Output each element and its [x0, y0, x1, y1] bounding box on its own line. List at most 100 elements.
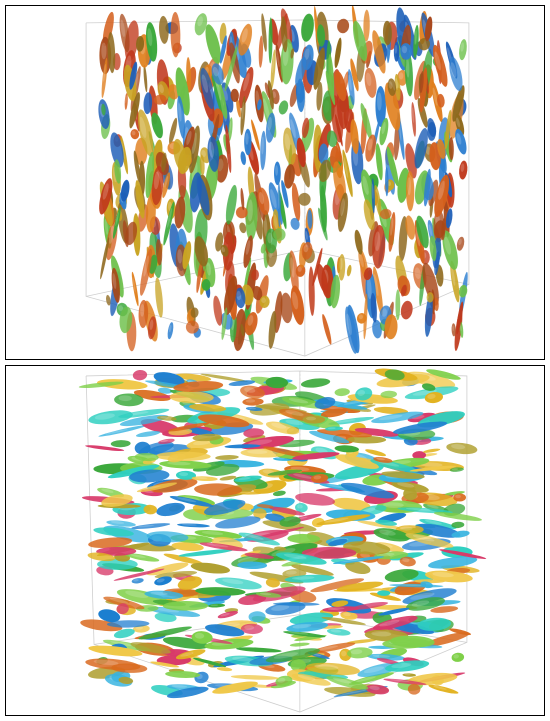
- vortex-highlight: [366, 277, 372, 300]
- vortex-highlight: [453, 654, 459, 659]
- vortex-highlight: [346, 313, 352, 335]
- vortex-blob: [107, 464, 160, 479]
- vortex-highlight: [109, 597, 129, 604]
- vortex-highlight: [267, 232, 273, 244]
- vortex-blob: [320, 408, 347, 418]
- vortex-blob: [334, 37, 342, 68]
- vortex-highlight: [285, 409, 304, 416]
- vortex-highlight: [427, 504, 439, 509]
- vortex-blob: [384, 314, 398, 340]
- vortex-blob: [251, 119, 260, 151]
- vortex-blob: [119, 414, 169, 427]
- vortex-blob: [291, 564, 334, 576]
- vortex-highlight: [411, 107, 415, 123]
- vortex-blob: [321, 616, 366, 625]
- vortex-blob: [252, 285, 263, 301]
- vortex-blob: [239, 222, 247, 234]
- vortex-blob: [384, 82, 401, 131]
- vortex-blob: [292, 452, 340, 460]
- vortex-blob: [369, 592, 402, 601]
- vortex-blob: [233, 308, 246, 352]
- vortex-blob: [289, 612, 334, 625]
- vortex-blob: [256, 504, 274, 509]
- vortex-blob: [382, 20, 392, 45]
- vortex-blob: [445, 208, 453, 229]
- vortex-blob: [129, 469, 170, 483]
- vortex-highlight: [318, 645, 339, 651]
- vortex-highlight: [261, 136, 264, 155]
- vortex-highlight: [332, 677, 352, 684]
- vortex-blob: [211, 73, 223, 117]
- vortex-blob: [426, 369, 461, 380]
- vortex-blob: [135, 430, 161, 438]
- vortex-blob: [106, 620, 150, 628]
- vortex-highlight: [326, 484, 347, 489]
- vortex-blob: [114, 159, 122, 184]
- vortex-blob: [96, 379, 148, 390]
- vortex-highlight: [137, 524, 155, 528]
- vortex-highlight: [247, 315, 254, 326]
- vortex-blob: [273, 228, 286, 241]
- vortex-blob: [422, 262, 439, 306]
- vortex-blob: [332, 497, 371, 511]
- vortex-blob: [183, 426, 216, 437]
- vortex-blob: [354, 229, 363, 255]
- vortex-blob: [313, 47, 325, 90]
- vortex-highlight: [125, 95, 127, 104]
- vortex-highlight: [283, 553, 307, 560]
- vortex-blob: [326, 130, 338, 147]
- vortex-blob: [309, 430, 350, 444]
- vortex-highlight: [259, 592, 272, 596]
- vortex-highlight: [388, 81, 393, 89]
- vortex-blob: [284, 164, 295, 189]
- vortex-blob: [194, 236, 209, 267]
- vortex-highlight: [222, 87, 228, 101]
- vortex-highlight: [191, 132, 197, 154]
- vortex-blob: [374, 185, 382, 217]
- vortex-blob: [93, 527, 134, 537]
- vortex-blob: [185, 320, 199, 334]
- vortex-highlight: [275, 165, 279, 176]
- vortex-blob: [113, 568, 165, 581]
- vortex-highlight: [168, 324, 172, 333]
- vortex-blob: [215, 232, 224, 252]
- vortex-highlight: [390, 679, 410, 683]
- vortex-blob: [290, 659, 307, 672]
- vortex-blob: [448, 137, 454, 161]
- vortex-highlight: [334, 419, 356, 424]
- vortex-blob: [407, 672, 458, 686]
- vortex-blob: [370, 292, 377, 323]
- vortex-highlight: [362, 176, 369, 195]
- vortex-highlight: [221, 246, 226, 253]
- vortex-highlight: [186, 130, 192, 146]
- vortex-blob: [409, 465, 457, 472]
- vortex-blob: [178, 549, 234, 557]
- vortex-blob: [253, 508, 267, 519]
- vortex-highlight: [340, 558, 364, 563]
- vortex-blob: [350, 119, 359, 154]
- vortex-blob: [375, 519, 398, 526]
- vortex-blob: [415, 523, 461, 538]
- vortex-highlight: [456, 117, 461, 128]
- vortex-blob: [165, 670, 201, 678]
- vortex-highlight: [460, 42, 465, 52]
- vortex-highlight: [201, 149, 206, 158]
- vortex-blob: [301, 117, 315, 154]
- vortex-blob: [372, 319, 382, 339]
- vortex-highlight: [460, 324, 462, 332]
- vortex-highlight: [291, 576, 315, 580]
- vortex-blob: [426, 292, 434, 303]
- vortex-highlight: [155, 607, 180, 613]
- vortex-blob: [154, 570, 198, 579]
- vortex-highlight: [180, 652, 194, 657]
- vortex-blob: [251, 269, 259, 281]
- vortex-highlight: [433, 685, 447, 690]
- vortex-highlight: [278, 188, 280, 210]
- vortex-blob: [322, 313, 332, 345]
- vortex-blob: [280, 292, 293, 324]
- vortex-highlight: [178, 102, 182, 122]
- vortex-highlight: [297, 266, 302, 272]
- vortex-highlight: [289, 631, 309, 635]
- top-volume-render: [85, 6, 470, 357]
- vortex-highlight: [359, 253, 364, 268]
